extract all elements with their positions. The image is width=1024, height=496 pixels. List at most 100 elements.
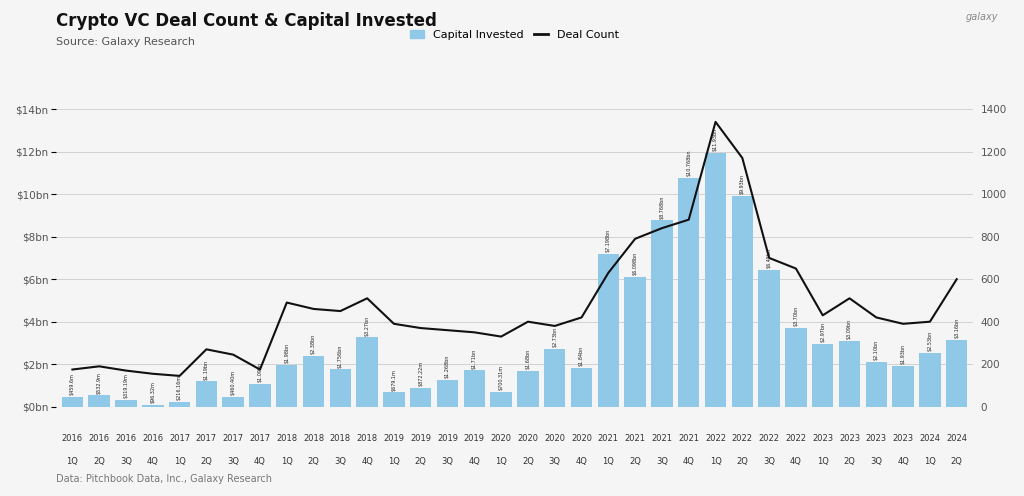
Bar bbox=[437, 380, 459, 407]
Text: $2.53bn: $2.53bn bbox=[928, 331, 933, 351]
Text: $1.93bn: $1.93bn bbox=[901, 344, 905, 364]
Bar bbox=[303, 356, 325, 407]
Text: 2019: 2019 bbox=[411, 434, 431, 442]
Bar bbox=[892, 366, 913, 407]
Text: 1Q: 1Q bbox=[281, 457, 293, 466]
Text: $11.93bn: $11.93bn bbox=[713, 128, 718, 151]
Bar bbox=[625, 277, 646, 407]
Text: $2.10bn: $2.10bn bbox=[873, 340, 879, 361]
Bar bbox=[330, 370, 351, 407]
Text: $3.09bn: $3.09bn bbox=[847, 319, 852, 339]
Text: 3Q: 3Q bbox=[763, 457, 775, 466]
Text: 2016: 2016 bbox=[61, 434, 83, 442]
Text: $679.1m: $679.1m bbox=[391, 369, 396, 390]
Text: $1.268bn: $1.268bn bbox=[445, 355, 451, 378]
Text: 1Q: 1Q bbox=[496, 457, 507, 466]
Text: 2021: 2021 bbox=[651, 434, 673, 442]
Text: 2016: 2016 bbox=[89, 434, 110, 442]
Text: 2020: 2020 bbox=[545, 434, 565, 442]
Text: $319.19m: $319.19m bbox=[124, 373, 128, 398]
Text: 2017: 2017 bbox=[222, 434, 244, 442]
Text: 2019: 2019 bbox=[464, 434, 484, 442]
Text: $1.71bn: $1.71bn bbox=[472, 348, 477, 369]
Text: $2.73bn: $2.73bn bbox=[552, 327, 557, 347]
Text: 2Q: 2Q bbox=[844, 457, 855, 466]
Text: Source: Galaxy Research: Source: Galaxy Research bbox=[56, 37, 196, 47]
Text: $6.45bn: $6.45bn bbox=[767, 248, 772, 268]
Bar bbox=[705, 153, 726, 407]
Text: 1Q: 1Q bbox=[388, 457, 400, 466]
Text: 2018: 2018 bbox=[330, 434, 351, 442]
Text: 2Q: 2Q bbox=[415, 457, 427, 466]
Bar bbox=[651, 220, 673, 407]
Text: 4Q: 4Q bbox=[575, 457, 588, 466]
Bar bbox=[785, 328, 807, 407]
Bar bbox=[490, 392, 512, 407]
Text: 2Q: 2Q bbox=[201, 457, 212, 466]
Text: 2020: 2020 bbox=[490, 434, 512, 442]
Text: 3Q: 3Q bbox=[656, 457, 668, 466]
Bar bbox=[598, 254, 620, 407]
Bar bbox=[946, 340, 968, 407]
Text: 3Q: 3Q bbox=[227, 457, 240, 466]
Text: 2017: 2017 bbox=[169, 434, 190, 442]
Text: galaxy: galaxy bbox=[966, 12, 998, 22]
Bar bbox=[464, 371, 485, 407]
Text: 4Q: 4Q bbox=[683, 457, 694, 466]
Text: 2023: 2023 bbox=[865, 434, 887, 442]
Text: 2021: 2021 bbox=[678, 434, 699, 442]
Bar bbox=[517, 371, 539, 407]
Text: 1Q: 1Q bbox=[924, 457, 936, 466]
Bar bbox=[731, 195, 753, 407]
Text: 2023: 2023 bbox=[839, 434, 860, 442]
Legend: Capital Invested, Deal Count: Capital Invested, Deal Count bbox=[407, 25, 623, 45]
Text: 1Q: 1Q bbox=[817, 457, 828, 466]
Bar bbox=[759, 270, 780, 407]
Text: 2022: 2022 bbox=[785, 434, 807, 442]
Text: 2022: 2022 bbox=[732, 434, 753, 442]
Text: $1.756bn: $1.756bn bbox=[338, 344, 343, 368]
Text: 2Q: 2Q bbox=[93, 457, 105, 466]
Text: 2Q: 2Q bbox=[629, 457, 641, 466]
Text: 2020: 2020 bbox=[571, 434, 592, 442]
Text: 2018: 2018 bbox=[303, 434, 325, 442]
Text: 1Q: 1Q bbox=[602, 457, 614, 466]
Text: 2024: 2024 bbox=[946, 434, 968, 442]
Text: $3.16bn: $3.16bn bbox=[954, 317, 959, 338]
Text: 2021: 2021 bbox=[625, 434, 646, 442]
Bar bbox=[142, 405, 164, 407]
Text: 2018: 2018 bbox=[276, 434, 297, 442]
Bar bbox=[196, 381, 217, 407]
Text: 2020: 2020 bbox=[517, 434, 539, 442]
Text: 1Q: 1Q bbox=[174, 457, 185, 466]
Text: 2021: 2021 bbox=[598, 434, 618, 442]
Bar bbox=[544, 349, 565, 407]
Bar bbox=[678, 178, 699, 407]
Bar bbox=[812, 344, 834, 407]
Text: $1.68bn: $1.68bn bbox=[525, 349, 530, 370]
Bar bbox=[839, 341, 860, 407]
Text: $9.93bn: $9.93bn bbox=[740, 174, 744, 194]
Text: 2022: 2022 bbox=[706, 434, 726, 442]
Text: $700.31m: $700.31m bbox=[499, 365, 504, 390]
Text: 1Q: 1Q bbox=[67, 457, 79, 466]
Text: 2Q: 2Q bbox=[522, 457, 534, 466]
Text: $872.22m: $872.22m bbox=[418, 362, 423, 386]
Text: 2023: 2023 bbox=[893, 434, 913, 442]
Text: $96.32m: $96.32m bbox=[151, 381, 156, 403]
Text: $1.19bn: $1.19bn bbox=[204, 360, 209, 380]
Text: 4Q: 4Q bbox=[254, 457, 266, 466]
Bar bbox=[276, 365, 298, 407]
Text: $532.9m: $532.9m bbox=[96, 372, 101, 394]
Text: $10.768bn: $10.768bn bbox=[686, 150, 691, 176]
Text: $460.40m: $460.40m bbox=[230, 370, 236, 395]
Bar bbox=[356, 337, 378, 407]
Text: 2019: 2019 bbox=[383, 434, 404, 442]
Text: $216.16m: $216.16m bbox=[177, 375, 182, 400]
Text: 2023: 2023 bbox=[812, 434, 834, 442]
Bar bbox=[920, 353, 941, 407]
Text: 2019: 2019 bbox=[437, 434, 458, 442]
Text: 4Q: 4Q bbox=[468, 457, 480, 466]
Bar bbox=[169, 402, 190, 407]
Text: Crypto VC Deal Count & Capital Invested: Crypto VC Deal Count & Capital Invested bbox=[56, 12, 437, 30]
